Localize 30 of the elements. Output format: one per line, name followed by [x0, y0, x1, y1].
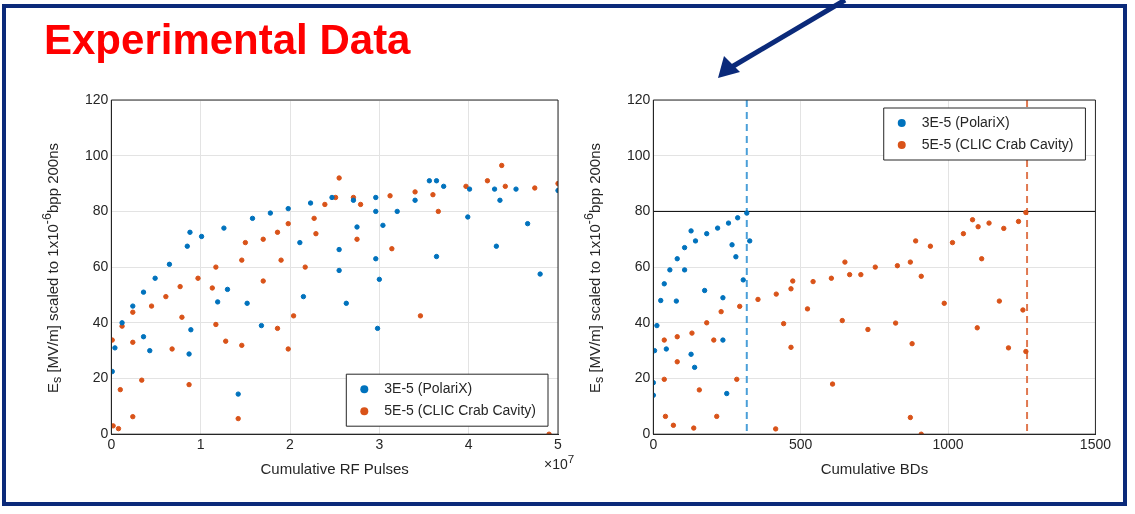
x-axis-title: Cumulative RF Pulses	[260, 460, 409, 478]
x-tick-label: 500	[789, 436, 813, 453]
y-tick-label: 80	[92, 202, 109, 219]
legend-label: 5E-5 (CLIC Crab Cavity)	[921, 135, 1074, 152]
y-tick-label: 40	[634, 313, 651, 330]
y-tick-label: 100	[627, 146, 651, 163]
y-tick-label: 120	[85, 90, 109, 107]
text: ×10$^{7}$	[544, 452, 575, 472]
y-tick-label: 0	[100, 425, 109, 442]
x-axis-title: Cumulative BDs	[820, 460, 929, 478]
x-tick-label: 2	[286, 436, 295, 453]
x-tick-label: 5	[554, 436, 563, 453]
x-tick-label: 4	[464, 436, 473, 453]
legend-label: 3E-5 (PolariX)	[384, 380, 473, 397]
x-tick-label: 3	[375, 436, 384, 453]
y-tick-label: 20	[92, 369, 109, 386]
legend-label: 3E-5 (PolariX)	[921, 113, 1010, 130]
x-tick-label: 1000	[932, 436, 964, 453]
y-tick-label: 60	[634, 257, 651, 274]
legend-label: 5E-5 (CLIC Crab Cavity)	[384, 402, 536, 419]
chart-title: Experimental Data	[44, 16, 411, 64]
y-tick-label: 60	[92, 257, 109, 274]
y-tick-label: 40	[92, 313, 109, 330]
y-tick-label: 120	[627, 90, 651, 107]
y-tick-label: 80	[634, 202, 651, 219]
x-tick-label: 1500	[1079, 436, 1112, 453]
x-tick-label: 1	[196, 436, 205, 453]
y-tick-label: 20	[634, 369, 651, 386]
y-tick-label: 100	[85, 146, 109, 163]
y-tick-label: 0	[642, 425, 651, 442]
